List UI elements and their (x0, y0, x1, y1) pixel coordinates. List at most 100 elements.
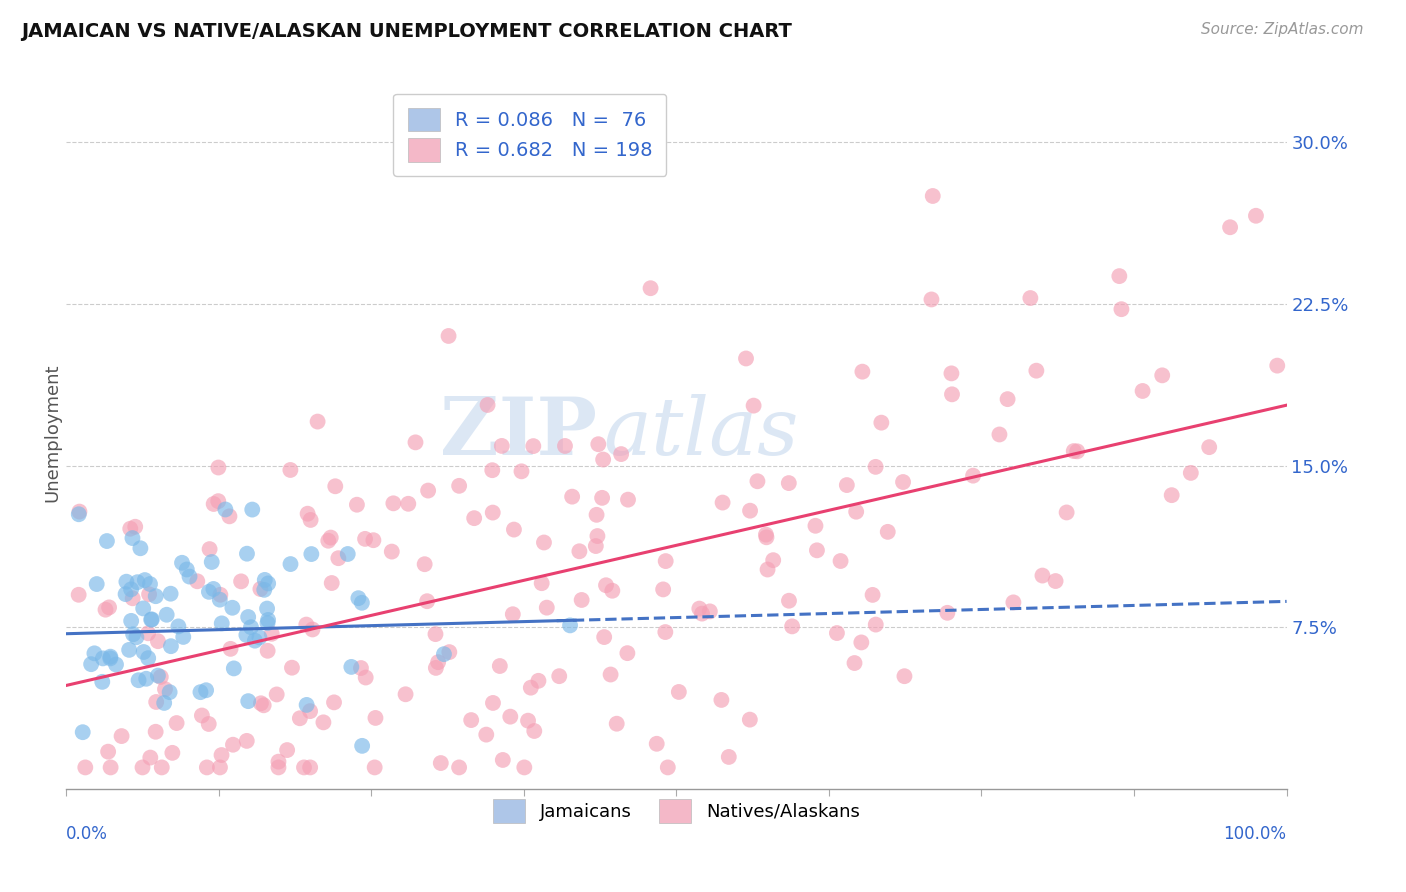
Point (281, 661, 304, 675)
Point (150, 760, 173, 774)
Point (323, 695, 346, 709)
Point (307, 415, 329, 429)
Point (316, 533, 339, 548)
Point (159, 685, 181, 699)
Point (172, 630, 194, 644)
Point (844, 656, 866, 670)
Point (72, 725, 94, 739)
Point (96, 534, 118, 549)
Point (253, 573, 276, 587)
Point (717, 750, 740, 764)
Point (145, 589, 167, 603)
Point (862, 588, 884, 602)
Point (299, 547, 322, 561)
Point (240, 620, 263, 634)
Point (1244, 209, 1267, 223)
Point (602, 583, 624, 598)
Point (865, 617, 887, 632)
Point (482, 696, 505, 710)
Point (735, 351, 758, 366)
Point (427, 655, 450, 669)
Legend: Jamaicans, Natives/Alaskans: Jamaicans, Natives/Alaskans (485, 792, 868, 830)
Point (250, 696, 273, 710)
Point (238, 610, 260, 624)
Point (145, 724, 167, 739)
Point (1180, 466, 1202, 480)
Point (657, 760, 679, 774)
Point (352, 739, 374, 753)
Point (120, 522, 142, 536)
Point (222, 661, 245, 675)
Point (396, 497, 419, 511)
Point (778, 593, 800, 607)
Point (323, 479, 346, 493)
Point (481, 463, 503, 477)
Point (299, 513, 322, 527)
Point (599, 667, 621, 681)
Point (222, 738, 245, 752)
Point (755, 527, 778, 541)
Point (170, 556, 193, 570)
Point (136, 651, 159, 665)
Point (1063, 444, 1085, 458)
Point (845, 505, 868, 519)
Point (134, 573, 156, 587)
Point (1066, 444, 1088, 458)
Point (437, 329, 460, 343)
Point (94, 602, 117, 616)
Point (645, 737, 668, 751)
Point (430, 756, 453, 770)
Point (207, 494, 229, 508)
Point (851, 635, 873, 649)
Point (299, 704, 322, 718)
Point (690, 607, 713, 621)
Point (460, 713, 482, 727)
Point (835, 478, 858, 492)
Point (350, 661, 373, 675)
Point (115, 574, 138, 589)
Point (257, 576, 280, 591)
Point (346, 498, 368, 512)
Text: atlas: atlas (603, 394, 799, 472)
Text: ZIP: ZIP (440, 394, 598, 472)
Point (98, 651, 121, 665)
Point (208, 592, 231, 607)
Point (118, 643, 141, 657)
Point (522, 439, 544, 453)
Point (257, 613, 280, 627)
Point (738, 713, 761, 727)
Point (190, 685, 212, 699)
Point (606, 716, 628, 731)
Point (523, 723, 546, 738)
Point (548, 669, 571, 683)
Point (292, 760, 315, 774)
Point (738, 504, 761, 518)
Point (86, 577, 108, 591)
Point (98, 600, 121, 615)
Text: Source: ZipAtlas.com: Source: ZipAtlas.com (1201, 22, 1364, 37)
Point (104, 657, 127, 672)
Point (127, 575, 149, 590)
Point (336, 547, 359, 561)
Point (83, 646, 105, 660)
Point (120, 614, 142, 628)
Point (136, 626, 159, 640)
Point (211, 747, 233, 762)
Point (488, 659, 510, 673)
Point (280, 557, 302, 571)
Point (197, 717, 219, 731)
Point (439, 645, 461, 659)
Point (276, 743, 298, 757)
Point (891, 475, 914, 489)
Text: 100.0%: 100.0% (1223, 824, 1286, 843)
Point (229, 574, 252, 589)
Point (1025, 364, 1047, 378)
Point (114, 587, 136, 601)
Point (610, 447, 633, 461)
Point (75, 760, 97, 774)
Point (616, 646, 638, 660)
Point (350, 596, 373, 610)
Point (80, 657, 103, 672)
Point (166, 716, 188, 731)
Point (321, 576, 343, 591)
